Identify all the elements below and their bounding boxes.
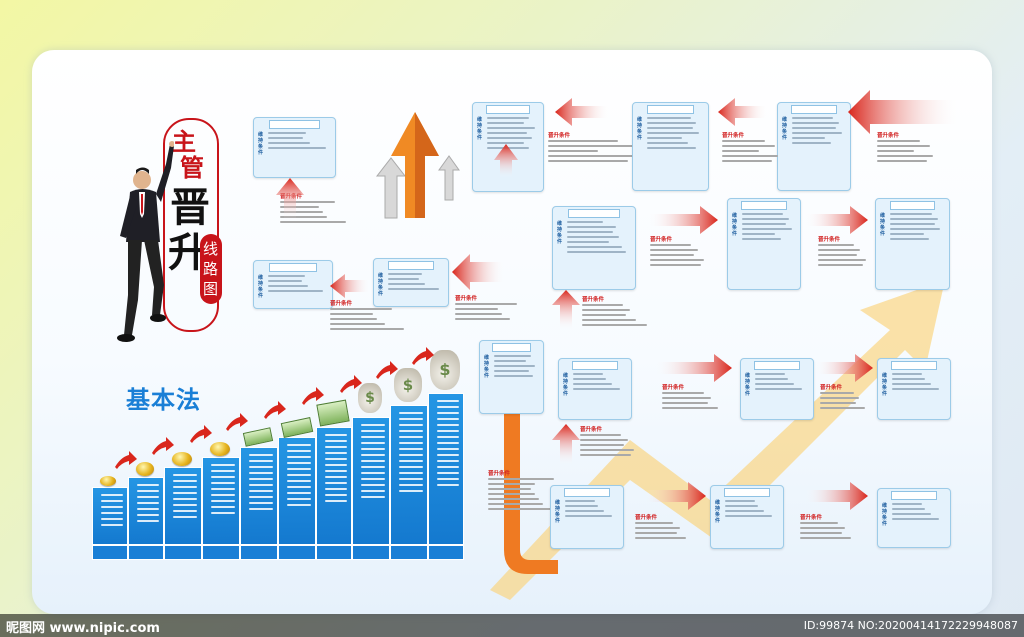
watermark-bar: 昵图网 www.nipic.com ID:99874 NO:2020041417… — [0, 614, 1024, 637]
coin-icon — [172, 452, 192, 466]
role-box-3: 维持条件 — [373, 258, 449, 307]
coin-icon — [136, 462, 154, 476]
role-box-4: 维持条件 — [472, 102, 544, 192]
level-column-6 — [278, 437, 316, 545]
role-box-5: 维持条件 — [479, 340, 544, 414]
level-label-7 — [316, 545, 352, 560]
level-label-1 — [92, 545, 128, 560]
level-label-4 — [202, 545, 240, 560]
promotion-conditions-13: 晋升条件 — [580, 426, 648, 459]
role-box-11: 维持条件 — [558, 358, 632, 420]
promotion-conditions-5: 晋升条件 — [488, 470, 566, 513]
level-label-5 — [240, 545, 278, 560]
level-column-5 — [240, 447, 278, 545]
title-frame — [163, 118, 219, 332]
title-char-3: 晋 — [170, 184, 210, 231]
promotion-conditions-15: 晋升条件 — [800, 514, 864, 542]
title-char-1: 主 — [172, 127, 196, 156]
role-box-16: 维持条件 — [877, 488, 951, 548]
money-bag-icon: $ — [430, 350, 460, 390]
level-label-2 — [128, 545, 164, 560]
level-label-10 — [428, 545, 464, 560]
promotion-conditions-12: 晋升条件 — [820, 384, 876, 412]
promotion-conditions-7: 晋升条件 — [877, 132, 939, 165]
promotion-conditions-4: 晋升条件 — [548, 132, 648, 165]
level-column-9 — [390, 405, 428, 545]
watermark-left: 昵图网 www.nipic.com — [6, 621, 160, 636]
businessman-image — [117, 141, 174, 342]
return-arrow — [504, 390, 558, 574]
role-box-12: 维持条件 — [740, 358, 814, 420]
level-column-1 — [92, 487, 128, 545]
promotion-conditions-14: 晋升条件 — [635, 514, 699, 542]
level-column-7 — [316, 427, 352, 545]
title-sub-box — [200, 234, 222, 304]
role-box-6: 维持条件 — [632, 102, 709, 191]
stair-arrows — [115, 347, 434, 469]
promotion-conditions-10: 晋升条件 — [582, 296, 650, 329]
level-label-3 — [164, 545, 202, 560]
orange-arrow-icon — [375, 112, 460, 219]
level-label-9 — [390, 545, 428, 560]
level-column-2 — [128, 477, 164, 545]
level-label-6 — [278, 545, 316, 560]
money-bag-icon: $ — [394, 368, 422, 402]
promotion-conditions-11: 晋升条件 — [662, 384, 732, 412]
promotion-conditions-9: 晋升条件 — [818, 236, 878, 269]
role-box-1: 维持条件 — [253, 117, 336, 178]
role-box-8: 维持条件 — [552, 206, 636, 290]
watermark-right: ID:99874 NO:20200414172229948087 — [803, 619, 1018, 632]
coin-icon — [210, 442, 230, 456]
promotion-conditions-3: 晋升条件 — [455, 295, 533, 323]
title-sub-1: 线 — [203, 240, 219, 258]
role-box-13: 维持条件 — [877, 358, 951, 420]
promotion-conditions-8: 晋升条件 — [650, 236, 718, 269]
coin-icon — [100, 476, 116, 486]
title-char-2: 管 — [180, 153, 204, 182]
level-column-8 — [352, 417, 390, 545]
role-box-9: 维持条件 — [727, 198, 801, 290]
title-sub-2: 路 — [203, 260, 219, 278]
basic-law-heading: 基本法 — [126, 386, 201, 414]
promotion-conditions-6: 晋升条件 — [722, 132, 784, 165]
role-box-7: 维持条件 — [777, 102, 851, 191]
money-bag-icon: $ — [358, 383, 382, 413]
level-column-4 — [202, 457, 240, 545]
role-box-15: 维持条件 — [710, 485, 784, 549]
level-column-3 — [164, 467, 202, 545]
level-label-8 — [352, 545, 390, 560]
level-column-10 — [428, 393, 464, 545]
promotion-conditions-2: 晋升条件 — [330, 300, 408, 333]
role-box-10: 维持条件 — [875, 198, 950, 290]
role-box-14: 维持条件 — [550, 485, 624, 549]
title-sub-3: 图 — [203, 280, 219, 298]
